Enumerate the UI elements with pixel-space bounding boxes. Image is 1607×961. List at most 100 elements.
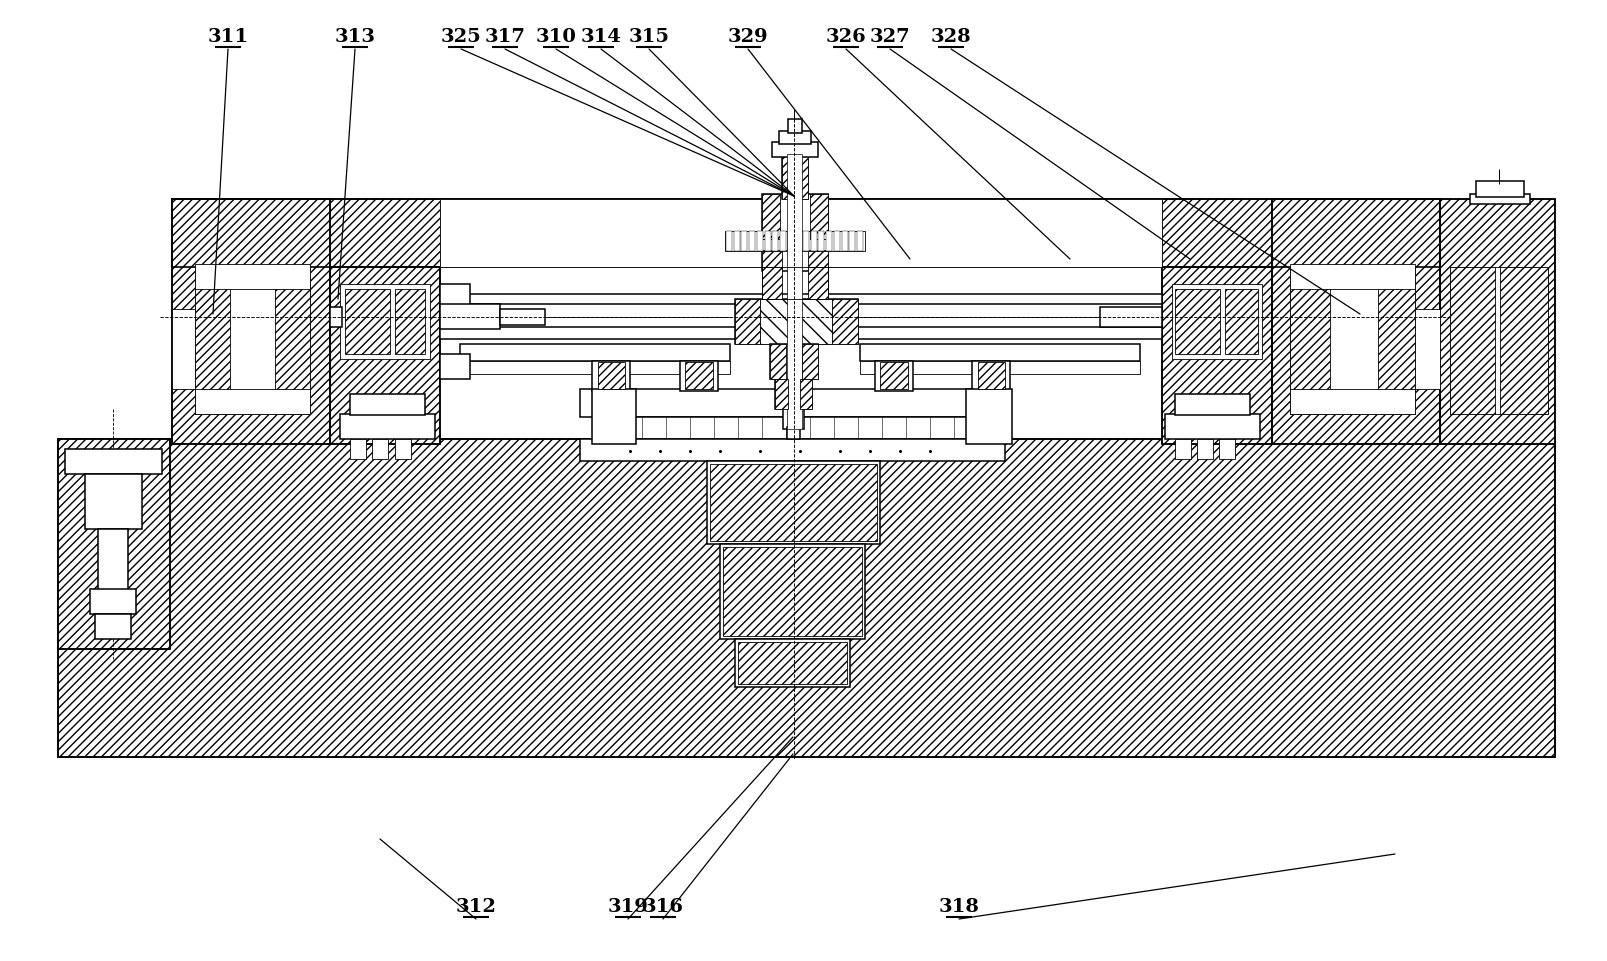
Bar: [762, 268, 783, 300]
Bar: [762, 252, 828, 272]
Bar: [1450, 268, 1495, 414]
Text: 327: 327: [869, 28, 910, 46]
Bar: [770, 345, 818, 380]
Bar: [848, 232, 855, 252]
Bar: [1290, 389, 1416, 414]
Bar: [738, 642, 847, 684]
Bar: [979, 362, 1004, 389]
Bar: [172, 200, 329, 445]
Bar: [371, 439, 387, 459]
Bar: [58, 439, 1556, 757]
Bar: [194, 389, 310, 414]
Bar: [800, 380, 812, 409]
Bar: [757, 232, 763, 252]
Bar: [172, 200, 1440, 268]
Bar: [1499, 268, 1548, 414]
Text: 312: 312: [455, 897, 497, 915]
Bar: [350, 395, 424, 415]
Text: 319: 319: [607, 897, 649, 915]
Bar: [826, 232, 832, 252]
Bar: [783, 155, 808, 200]
Bar: [1450, 268, 1548, 414]
Bar: [710, 464, 877, 541]
Bar: [500, 309, 545, 326]
Bar: [172, 200, 1440, 268]
Bar: [1162, 268, 1273, 445]
Bar: [346, 289, 391, 355]
Bar: [762, 195, 828, 239]
Bar: [1175, 439, 1191, 459]
Bar: [723, 548, 861, 636]
Bar: [1290, 268, 1331, 414]
Bar: [440, 284, 469, 309]
Bar: [275, 268, 310, 414]
Bar: [1440, 200, 1556, 445]
Bar: [707, 461, 881, 545]
Bar: [783, 407, 804, 430]
Bar: [1475, 182, 1523, 198]
Text: 318: 318: [938, 897, 979, 915]
Bar: [762, 195, 779, 239]
Text: 310: 310: [535, 28, 577, 46]
Bar: [779, 232, 786, 252]
Bar: [804, 232, 808, 252]
Bar: [857, 232, 863, 252]
Text: 325: 325: [440, 28, 482, 46]
Bar: [1470, 195, 1530, 205]
Bar: [787, 428, 800, 439]
Bar: [58, 439, 170, 650]
Bar: [440, 355, 469, 380]
Bar: [599, 418, 985, 439]
Bar: [1377, 268, 1416, 414]
Bar: [760, 300, 832, 345]
Bar: [783, 155, 808, 200]
Bar: [860, 361, 1139, 375]
Bar: [770, 345, 786, 380]
Bar: [874, 361, 913, 391]
Bar: [762, 268, 828, 300]
Bar: [440, 305, 1162, 328]
Bar: [95, 614, 132, 639]
Text: 317: 317: [485, 28, 525, 46]
Bar: [329, 268, 440, 445]
Bar: [341, 414, 435, 439]
Text: 328: 328: [930, 28, 971, 46]
Bar: [787, 120, 802, 134]
Text: 311: 311: [207, 28, 249, 46]
Bar: [734, 639, 850, 687]
Text: 326: 326: [826, 28, 866, 46]
Text: 313: 313: [334, 28, 376, 46]
Bar: [1165, 414, 1260, 439]
Bar: [98, 530, 129, 604]
Bar: [1172, 284, 1261, 359]
Bar: [460, 345, 730, 361]
Bar: [1273, 200, 1440, 445]
Bar: [1290, 264, 1416, 289]
Bar: [194, 264, 310, 289]
Bar: [734, 232, 739, 252]
Bar: [685, 362, 714, 389]
Bar: [440, 200, 1162, 268]
Bar: [1175, 395, 1250, 415]
Bar: [734, 300, 858, 345]
Bar: [460, 361, 730, 375]
Bar: [395, 439, 411, 459]
Bar: [725, 232, 865, 252]
Bar: [749, 232, 755, 252]
Bar: [810, 195, 828, 239]
Bar: [1290, 268, 1416, 414]
Bar: [834, 232, 840, 252]
Bar: [795, 232, 802, 252]
Bar: [194, 268, 310, 414]
Bar: [802, 345, 818, 380]
Bar: [1220, 439, 1236, 459]
Bar: [350, 439, 366, 459]
Bar: [440, 295, 1162, 339]
Bar: [1416, 309, 1440, 389]
Bar: [1225, 289, 1258, 355]
Bar: [172, 309, 194, 389]
Bar: [341, 284, 431, 359]
Bar: [1175, 289, 1220, 355]
Bar: [773, 232, 778, 252]
Bar: [580, 439, 1004, 461]
